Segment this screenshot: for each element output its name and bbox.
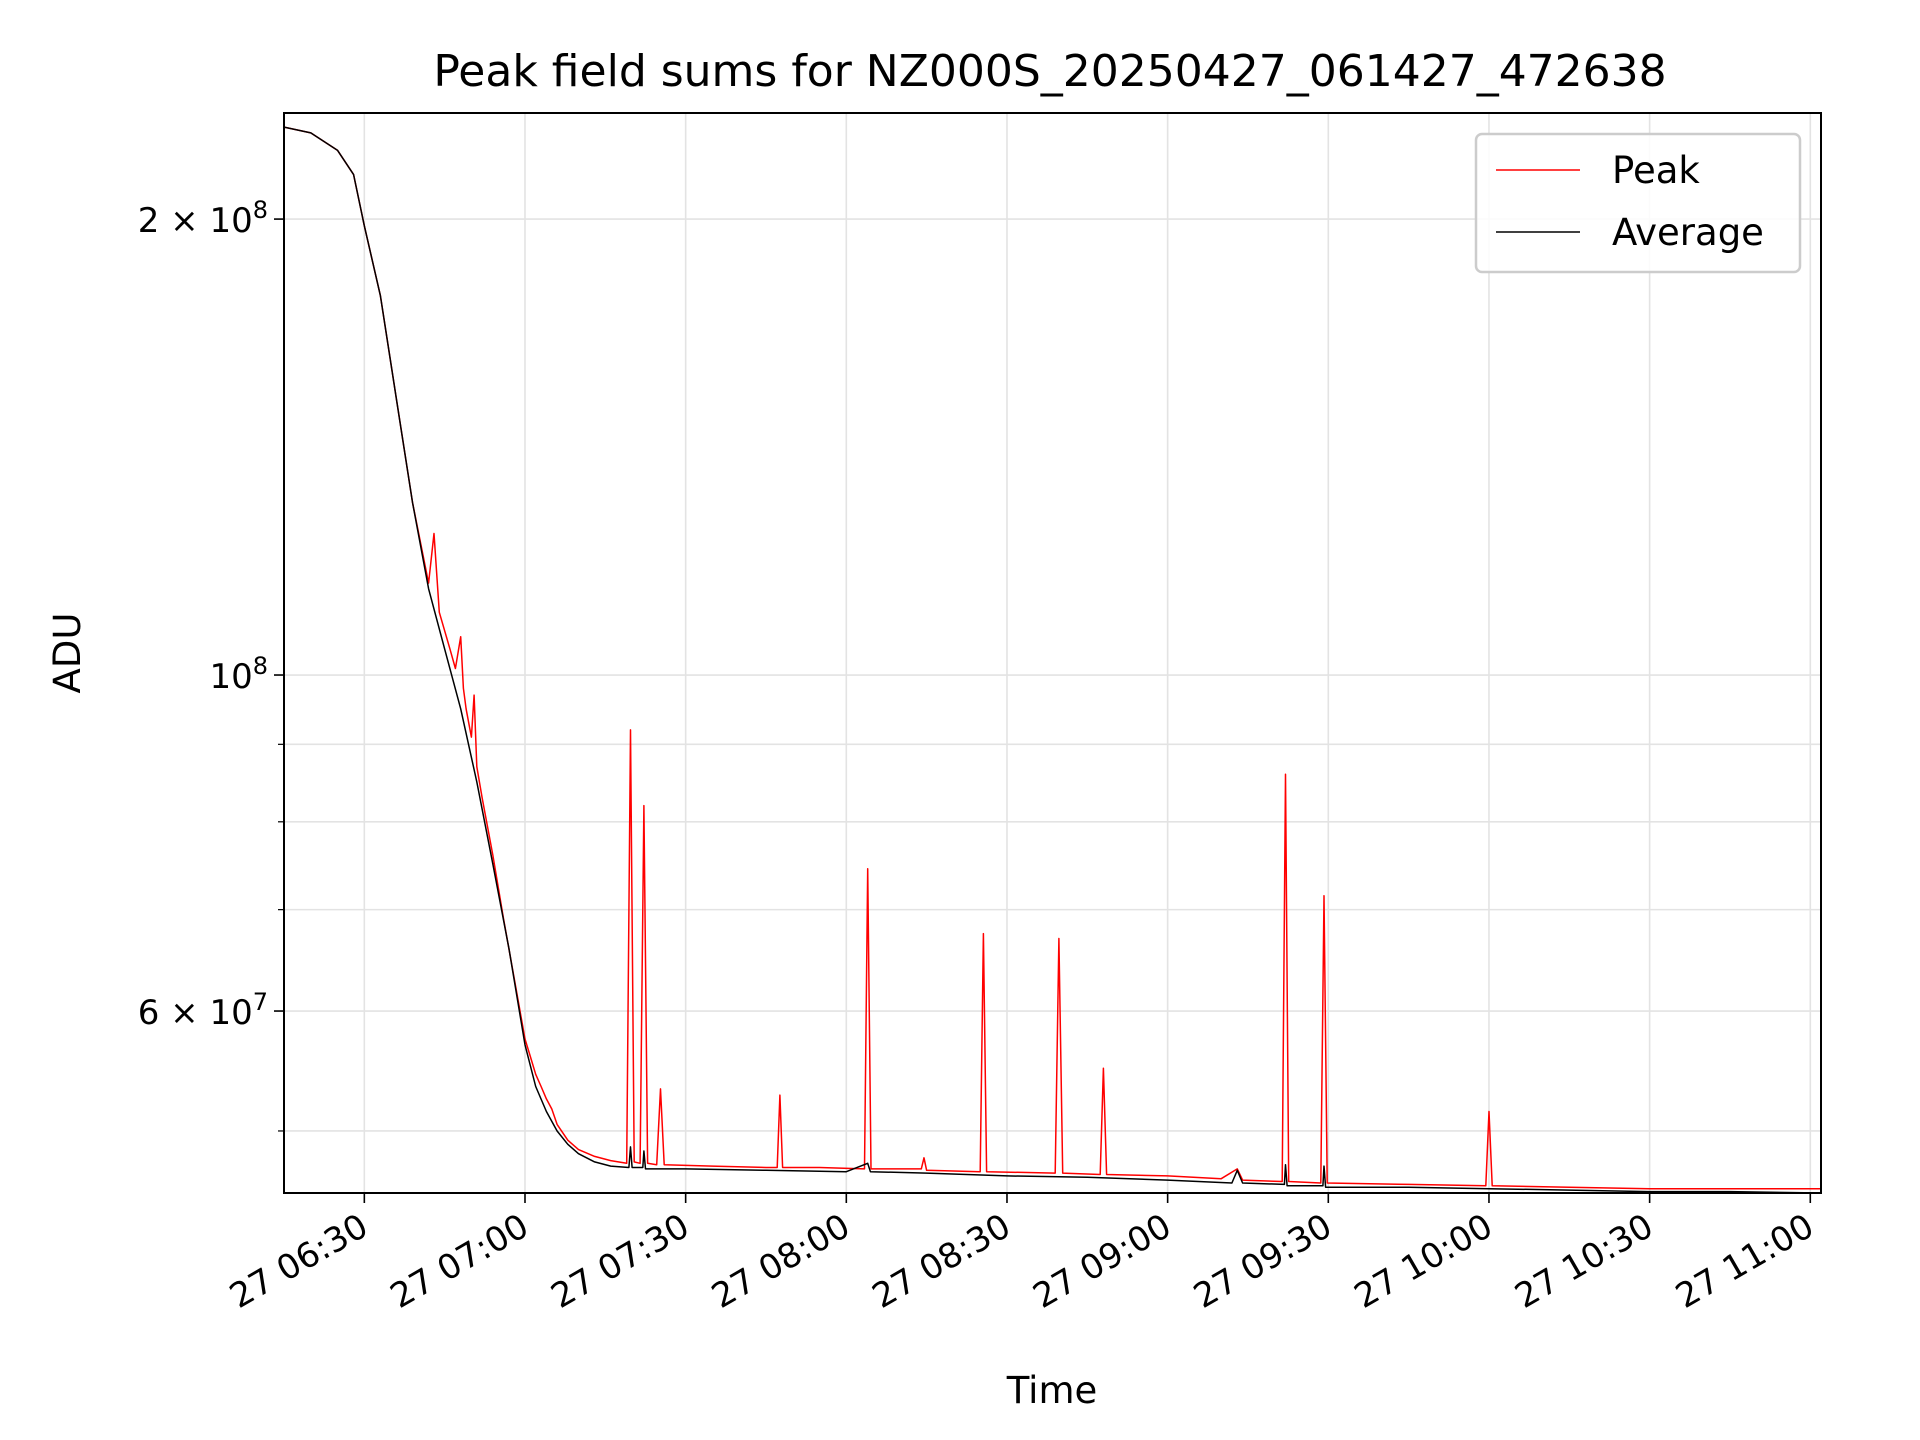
y-tick-label: 108 xyxy=(209,652,268,697)
y-tick-exponent: 8 xyxy=(253,196,268,224)
y-tick-base: 2 × 10 xyxy=(138,201,253,241)
legend-average-label: Average xyxy=(1612,211,1764,254)
legend-box xyxy=(1474,132,1802,274)
y-axis-label: ADU xyxy=(46,613,89,694)
y-tick-label: 6 × 107 xyxy=(138,988,268,1033)
y-tick-exponent: 7 xyxy=(253,988,268,1016)
x-axis-label: Time xyxy=(1006,1369,1098,1412)
series-line-peak xyxy=(284,126,1821,1190)
legend: Peak Average xyxy=(1474,132,1802,274)
chart-title: Peak field sums for NZ000S_20250427_0614… xyxy=(433,46,1666,97)
grid xyxy=(284,113,1821,1193)
y-tick-label: 2 × 108 xyxy=(138,196,268,241)
y-tick-base: 6 × 10 xyxy=(138,993,253,1033)
legend-peak-label: Peak xyxy=(1612,149,1700,192)
plot-area xyxy=(284,126,1821,1193)
y-tick-base: 10 xyxy=(209,657,252,697)
y-tick-exponent: 8 xyxy=(253,652,268,680)
series-line-average xyxy=(284,126,1821,1193)
plot-frame xyxy=(283,112,1822,1194)
